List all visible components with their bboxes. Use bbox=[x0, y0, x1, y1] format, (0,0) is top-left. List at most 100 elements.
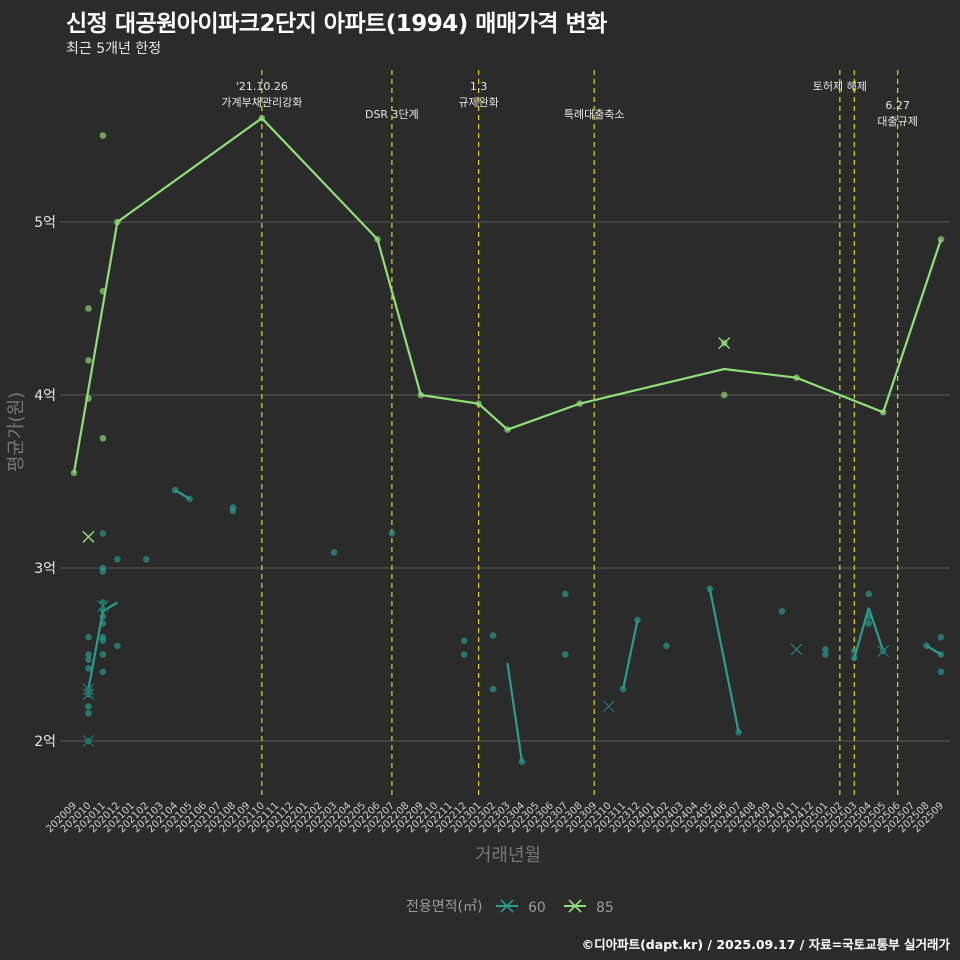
series-60-point bbox=[85, 633, 92, 641]
series-60-cross-mark-highlight bbox=[82, 688, 95, 701]
series-60-point bbox=[489, 685, 497, 693]
series-60-point bbox=[634, 616, 641, 624]
series-60-point bbox=[99, 606, 107, 613]
series-85-mean-line bbox=[72, 116, 943, 474]
legend-title: 전용면적(㎡) bbox=[406, 899, 482, 915]
series-85-point bbox=[374, 236, 381, 243]
legend-swatch-cross-60 bbox=[500, 899, 514, 913]
series-60-point bbox=[619, 685, 627, 693]
series-85-point bbox=[99, 287, 107, 295]
series-85-cross-mark bbox=[82, 530, 95, 543]
series-85-point bbox=[417, 391, 425, 399]
series-60-point bbox=[85, 703, 92, 710]
source-caption: ©디아파트(dapt.kr) / 2025.09.17 / 자료=국토교통부 실… bbox=[581, 937, 950, 952]
x-axis-label: 거래년월 bbox=[475, 845, 541, 866]
series-60-cross-mark-highlight bbox=[790, 643, 803, 656]
y-tick-label-5: 5억 bbox=[34, 215, 56, 231]
series-60-point bbox=[85, 665, 92, 672]
x-axis: 2020092020102020112020122021012021022021… bbox=[44, 800, 946, 835]
grid-lines bbox=[60, 221, 950, 742]
series-60-point bbox=[778, 607, 786, 615]
series-60-point bbox=[114, 556, 121, 563]
series-60-point bbox=[865, 613, 873, 620]
series-60-point bbox=[99, 633, 107, 641]
series-60-point bbox=[99, 564, 107, 572]
series-85-point bbox=[85, 395, 92, 402]
series-85-point bbox=[879, 409, 887, 416]
series-marks bbox=[70, 114, 945, 766]
series-60-point bbox=[99, 651, 107, 658]
series-85-point bbox=[720, 391, 728, 399]
event-label-202309-0: 특례대출축소 bbox=[564, 108, 625, 121]
series-60-point bbox=[85, 710, 92, 717]
legend: 전용면적(㎡) 60 85 bbox=[406, 899, 614, 916]
series-85-point bbox=[70, 469, 78, 477]
series-60-point bbox=[822, 646, 829, 653]
series-60-point bbox=[865, 620, 873, 627]
series-60-point bbox=[330, 549, 338, 556]
series-60-point bbox=[99, 530, 107, 537]
series-60-point bbox=[822, 651, 829, 658]
series-60-cross-mark-highlight bbox=[97, 600, 109, 612]
series-85-point bbox=[576, 400, 584, 407]
series-60-mean-segment bbox=[708, 588, 740, 733]
series-60-point bbox=[186, 495, 193, 503]
series-60-point bbox=[171, 486, 179, 494]
series-85-point bbox=[793, 374, 800, 382]
series-60-point bbox=[99, 599, 107, 606]
series-60-point bbox=[706, 585, 714, 593]
series-60-cross-mark-highlight bbox=[82, 683, 95, 695]
event-label-202506-0: 6.27 bbox=[885, 99, 910, 112]
y-axis-label: 평균가(원) bbox=[6, 392, 27, 472]
series-60-point bbox=[460, 637, 468, 644]
series-60-point bbox=[937, 651, 945, 658]
series-60-mean-segment bbox=[622, 619, 639, 690]
series-60-cross-mark-highlight bbox=[602, 700, 615, 713]
event-label-202301-1: 규제완화 bbox=[458, 96, 498, 109]
series-85-point bbox=[937, 236, 945, 243]
series-85-point bbox=[475, 400, 482, 407]
legend-label-85: 85 bbox=[596, 900, 614, 916]
series-85-cross-mark bbox=[718, 337, 731, 350]
chart-subtitle: 최근 5개년 한정 bbox=[66, 41, 162, 57]
legend-swatch-cross-85 bbox=[568, 899, 582, 913]
series-60-point bbox=[562, 651, 569, 658]
series-60-point bbox=[99, 668, 107, 676]
series-60-point bbox=[99, 613, 107, 620]
event-label-202301-0: 1.3 bbox=[470, 80, 488, 93]
series-60-point bbox=[99, 620, 107, 627]
legend-label-60: 60 bbox=[528, 900, 546, 916]
event-label-202506-1: 대출규제 bbox=[877, 115, 917, 128]
series-85-point bbox=[85, 357, 92, 364]
series-60-point bbox=[865, 590, 873, 598]
series-85-point bbox=[504, 426, 511, 433]
series-60-point bbox=[489, 632, 497, 639]
series-60-point bbox=[229, 504, 237, 511]
series-60-point bbox=[937, 633, 945, 641]
series-60-point bbox=[923, 642, 930, 650]
series-60-point bbox=[937, 668, 945, 676]
y-tick-label-3: 3억 bbox=[34, 561, 56, 577]
series-60-cross-mark-highlight bbox=[877, 645, 889, 657]
series-60-point bbox=[460, 651, 468, 658]
event-label-202110-1: 가계부채관리강화 bbox=[221, 96, 302, 109]
y-tick-label-2: 2억 bbox=[34, 734, 56, 750]
series-85-point bbox=[258, 114, 266, 122]
series-60-point bbox=[142, 556, 150, 563]
chart-title: 신정 대공원아이파크2단지 아파트(1994) 매매가격 변화 bbox=[66, 11, 607, 37]
series-85-point bbox=[85, 305, 92, 312]
event-label-202110-0: '21.10.26 bbox=[236, 80, 288, 93]
series-60-point bbox=[85, 651, 92, 658]
event-label-202207-0: DSR 3단계 bbox=[365, 108, 419, 121]
series-60-point bbox=[851, 647, 858, 655]
y-tick-label-4: 4억 bbox=[34, 388, 56, 404]
series-60-point bbox=[85, 656, 92, 663]
series-60-mean-segment bbox=[506, 662, 524, 762]
series-60-cross-mark-highlight bbox=[82, 735, 95, 747]
series-85-point bbox=[99, 434, 107, 442]
series-85-point bbox=[114, 218, 121, 226]
series-60-point bbox=[518, 758, 526, 766]
series-60-point bbox=[663, 642, 670, 650]
